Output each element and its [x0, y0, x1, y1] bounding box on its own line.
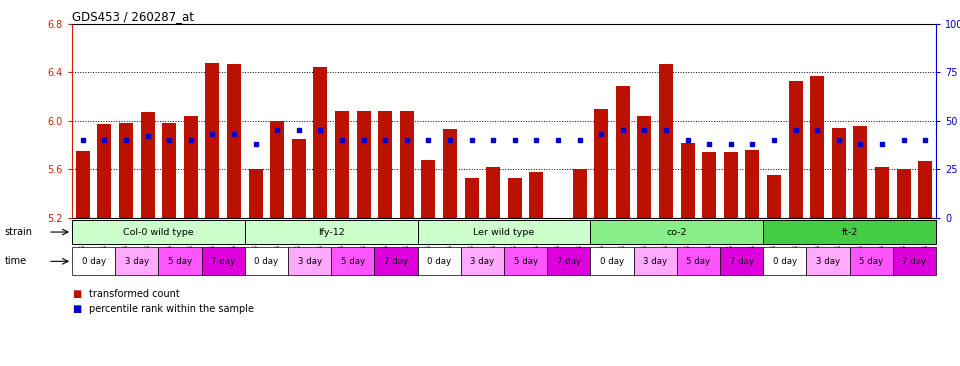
Text: 0 day: 0 day [600, 257, 624, 266]
Bar [140, 112, 155, 218]
Text: 7 day: 7 day [557, 257, 581, 266]
Text: strain: strain [5, 227, 33, 237]
Bar [443, 129, 457, 218]
Bar [893, 247, 936, 276]
Bar [850, 247, 893, 276]
Text: 3 day: 3 day [298, 257, 322, 266]
Bar [767, 175, 781, 218]
Text: 7 day: 7 day [730, 257, 754, 266]
Text: 5 day: 5 day [514, 257, 538, 266]
Text: 3 day: 3 day [125, 257, 149, 266]
Bar [572, 169, 587, 218]
Bar [183, 116, 198, 218]
Bar [270, 121, 284, 218]
Bar [227, 64, 241, 218]
Bar [313, 67, 327, 218]
Bar [551, 218, 565, 220]
Bar [72, 220, 245, 244]
Bar [356, 111, 371, 218]
Text: co-2: co-2 [666, 228, 687, 236]
Bar [590, 220, 763, 244]
Text: 0 day: 0 day [82, 257, 106, 266]
Bar [508, 178, 522, 218]
Bar [72, 247, 115, 276]
Text: transformed count: transformed count [89, 289, 180, 299]
Text: 0 day: 0 day [427, 257, 451, 266]
Bar [465, 178, 479, 218]
Text: Col-0 wild type: Col-0 wild type [123, 228, 194, 236]
Bar [486, 167, 500, 218]
Text: 3 day: 3 day [816, 257, 840, 266]
Bar [205, 63, 220, 218]
Bar [202, 247, 245, 276]
Text: 5 day: 5 day [686, 257, 710, 266]
Bar [918, 161, 932, 218]
Text: 5 day: 5 day [859, 257, 883, 266]
Text: 7 day: 7 day [384, 257, 408, 266]
Bar [162, 123, 177, 218]
Bar [897, 169, 911, 218]
Bar [806, 247, 850, 276]
Bar [418, 220, 590, 244]
Bar [421, 160, 436, 218]
Bar [594, 109, 609, 218]
Text: 0 day: 0 day [773, 257, 797, 266]
Text: GDS453 / 260287_at: GDS453 / 260287_at [72, 10, 194, 23]
Bar [745, 150, 759, 218]
Bar [292, 139, 306, 218]
Text: 5 day: 5 day [168, 257, 192, 266]
Bar [634, 247, 677, 276]
Bar [399, 111, 414, 218]
Bar [763, 220, 936, 244]
Bar [331, 247, 374, 276]
Bar [763, 247, 806, 276]
Bar [529, 172, 543, 218]
Bar [461, 247, 504, 276]
Text: lfy-12: lfy-12 [318, 228, 345, 236]
Text: 3 day: 3 day [470, 257, 494, 266]
Text: 0 day: 0 day [254, 257, 278, 266]
Bar [720, 247, 763, 276]
Bar [788, 81, 803, 218]
Bar [504, 247, 547, 276]
Bar [115, 247, 158, 276]
Text: 7 day: 7 day [211, 257, 235, 266]
Bar [245, 220, 418, 244]
Bar [245, 247, 288, 276]
Bar [831, 128, 846, 218]
Bar [249, 169, 263, 218]
Bar [158, 247, 202, 276]
Bar [97, 124, 111, 218]
Bar [547, 247, 590, 276]
Text: ■: ■ [72, 289, 82, 299]
Text: ft-2: ft-2 [841, 228, 858, 236]
Text: time: time [5, 256, 27, 266]
Text: 7 day: 7 day [902, 257, 926, 266]
Bar [615, 86, 630, 218]
Bar [810, 76, 825, 218]
Text: Ler wild type: Ler wild type [473, 228, 535, 236]
Bar [702, 152, 716, 218]
Bar [724, 152, 738, 218]
Bar [590, 247, 634, 276]
Bar [677, 247, 720, 276]
Text: 3 day: 3 day [643, 257, 667, 266]
Bar [378, 111, 393, 218]
Bar [288, 247, 331, 276]
Bar [875, 167, 889, 218]
Bar [119, 123, 133, 218]
Text: 5 day: 5 day [341, 257, 365, 266]
Bar [335, 111, 349, 218]
Bar [659, 64, 673, 218]
Bar [374, 247, 418, 276]
Text: ■: ■ [72, 304, 82, 314]
Bar [76, 151, 90, 218]
Bar [637, 116, 652, 218]
Bar [418, 247, 461, 276]
Text: percentile rank within the sample: percentile rank within the sample [89, 304, 254, 314]
Bar [853, 126, 868, 218]
Bar [681, 143, 695, 218]
